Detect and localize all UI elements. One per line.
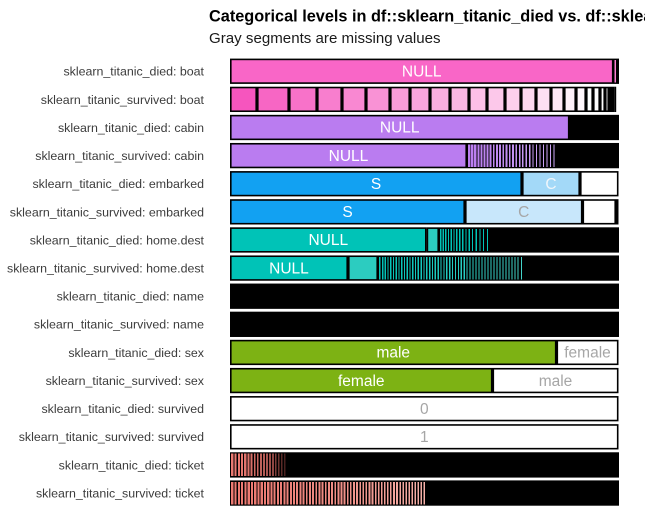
svg-text:sklearn_titanic_survived: surv: sklearn_titanic_survived: survived	[19, 430, 204, 444]
svg-text:female: female	[338, 373, 385, 390]
svg-text:sklearn_titanic_survived: sex: sklearn_titanic_survived: sex	[46, 374, 205, 388]
svg-text:sklearn_titanic_survived: tick: sklearn_titanic_survived: ticket	[36, 486, 205, 500]
svg-text:sklearn_titanic_died: cabin: sklearn_titanic_died: cabin	[58, 121, 204, 135]
svg-text:sklearn_titanic_survived: boat: sklearn_titanic_survived: boat	[41, 93, 205, 107]
svg-text:Gray segments are missing valu: Gray segments are missing values	[209, 30, 441, 47]
svg-text:1: 1	[420, 429, 429, 446]
svg-text:sklearn_titanic_died: boat: sklearn_titanic_died: boat	[63, 65, 204, 79]
svg-text:sklearn_titanic_died: home.des: sklearn_titanic_died: home.dest	[30, 233, 205, 247]
svg-text:S: S	[371, 176, 381, 193]
svg-text:S: S	[342, 204, 352, 221]
svg-text:sklearn_titanic_survived: emba: sklearn_titanic_survived: embarked	[10, 205, 204, 219]
svg-text:sklearn_titanic_survived: home: sklearn_titanic_survived: home.dest	[7, 261, 205, 275]
svg-text:male: male	[539, 373, 573, 390]
svg-text:Categorical levels in df::skle: Categorical levels in df::sklearn_titani…	[209, 8, 645, 26]
svg-text:sklearn_titanic_died: ticket: sklearn_titanic_died: ticket	[59, 458, 205, 472]
svg-text:male: male	[376, 345, 410, 362]
svg-text:NULL: NULL	[269, 260, 309, 277]
svg-text:sklearn_titanic_survived: cabi: sklearn_titanic_survived: cabin	[35, 149, 204, 163]
svg-text:sklearn_titanic_died: survived: sklearn_titanic_died: survived	[41, 402, 204, 416]
svg-text:sklearn_titanic_died: name: sklearn_titanic_died: name	[57, 290, 205, 304]
svg-text:C: C	[545, 176, 556, 193]
svg-text:NULL: NULL	[402, 63, 442, 80]
svg-text:sklearn_titanic_died: sex: sklearn_titanic_died: sex	[68, 346, 204, 360]
svg-text:NULL: NULL	[380, 120, 420, 137]
svg-text:sklearn_titanic_died: embarked: sklearn_titanic_died: embarked	[32, 177, 204, 191]
svg-text:C: C	[518, 204, 529, 221]
svg-text:sklearn_titanic_survived: name: sklearn_titanic_survived: name	[34, 318, 204, 332]
svg-text:female: female	[564, 345, 611, 362]
svg-text:NULL: NULL	[308, 232, 348, 249]
svg-text:0: 0	[420, 401, 429, 418]
svg-text:NULL: NULL	[329, 148, 369, 165]
